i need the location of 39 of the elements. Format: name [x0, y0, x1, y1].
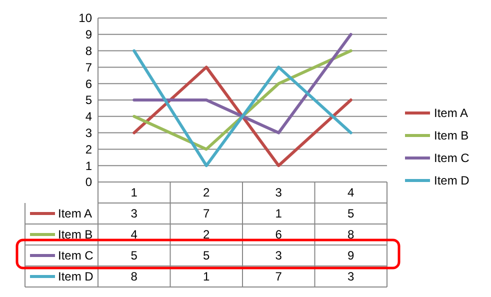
y-tick-label: 6 [85, 76, 92, 91]
x-tick-label: 4 [348, 186, 355, 200]
y-tick-label: 1 [85, 158, 92, 173]
data-label: 3 [348, 270, 355, 284]
data-label: 7 [275, 270, 282, 284]
text: Item D [58, 270, 94, 284]
data-label: 9 [348, 248, 355, 263]
text: Item A [434, 106, 468, 120]
legend-label: Item A [58, 206, 92, 221]
data-label: 2 [203, 228, 210, 242]
text: Item C [58, 248, 94, 263]
y-tick-label: 2 [85, 142, 92, 156]
data-label: 5 [130, 248, 138, 263]
data-label: 1 [203, 270, 210, 284]
x-tick-label: 3 [275, 186, 282, 200]
y-tick-label: 10 [78, 11, 92, 26]
data-label: 4 [130, 228, 138, 242]
x-tick-label: 1 [130, 186, 138, 200]
y-tick-label: 7 [85, 60, 92, 74]
y-tick-label: 5 [85, 93, 92, 108]
data-label: 3 [130, 206, 138, 221]
data-label: 8 [130, 270, 138, 284]
data-label: 1 [275, 206, 282, 221]
data-label: 8 [348, 228, 355, 242]
data-label: 6 [275, 228, 282, 242]
data-label: 7 [203, 206, 210, 221]
data-label: 5 [203, 248, 210, 263]
y-tick-label: 0 [85, 175, 92, 190]
y-tick-label: 8 [85, 44, 92, 58]
data-label: 3 [275, 248, 282, 263]
legend-label: Item D [434, 174, 470, 188]
legend-label: Item B [434, 128, 469, 143]
y-tick-label: 9 [85, 28, 92, 42]
legend-label: Item C [434, 151, 470, 166]
y-tick-label: 3 [85, 126, 92, 140]
data-label: 5 [348, 206, 355, 221]
text: Item B [58, 228, 93, 242]
y-tick-label: 4 [85, 110, 92, 124]
x-tick-label: 2 [203, 186, 210, 200]
